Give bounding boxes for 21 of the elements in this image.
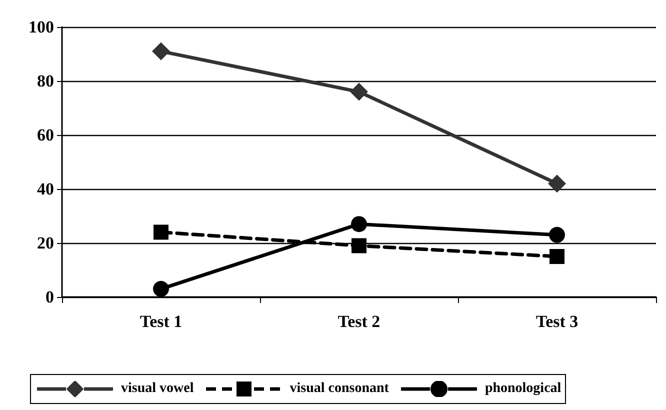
text: visual consonant xyxy=(290,381,389,397)
point xyxy=(152,42,170,60)
y-tick-label: 100 xyxy=(28,18,54,36)
point xyxy=(350,82,368,101)
x-tick-label: Test 3 xyxy=(536,312,578,331)
point xyxy=(550,249,564,264)
point xyxy=(351,216,367,232)
y-tick-label: 60 xyxy=(37,126,54,144)
x-tick-label: Test 1 xyxy=(140,312,182,331)
x-tick-label: Test 2 xyxy=(338,312,380,331)
y-tick-label: 40 xyxy=(37,180,54,198)
y-tick-label: 0 xyxy=(46,288,54,306)
point xyxy=(548,174,566,193)
y-tick-label: 80 xyxy=(37,72,54,90)
legend-label: phonological xyxy=(484,381,562,397)
point xyxy=(153,280,169,297)
point xyxy=(549,226,565,243)
y-tick-label: 20 xyxy=(37,234,54,252)
legend-label: visual vowel xyxy=(121,381,194,397)
point xyxy=(352,238,366,254)
point xyxy=(154,224,168,240)
